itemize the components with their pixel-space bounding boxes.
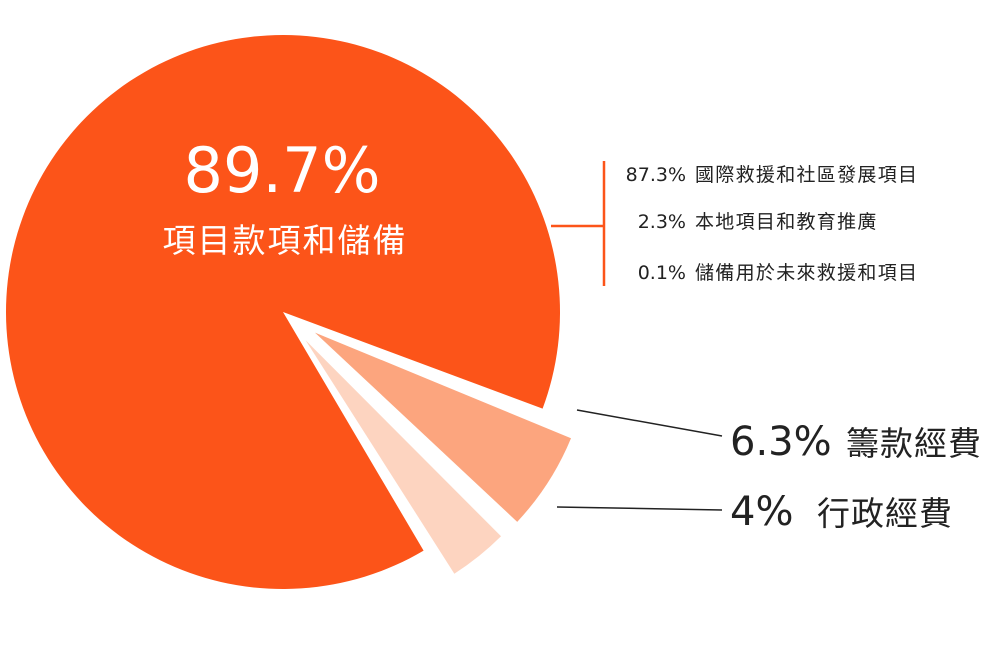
main-slice-name-label: 項目款項和儲備 (163, 221, 408, 260)
leader-line-admin (556, 506, 723, 511)
slice-label-fundraising-name: 籌款經費 (846, 424, 982, 463)
breakdown-item-label: 本地項目和教育推廣 (695, 211, 878, 233)
main-slice-percent-label: 89.7% (184, 134, 381, 207)
slice-program-and-reserve (5, 35, 560, 590)
breakdown-item-label: 儲備用於未來救援和項目 (695, 262, 918, 284)
breakdown-item-percent: 87.3% (626, 164, 686, 186)
breakdown-item-percent: 2.3% (638, 211, 686, 233)
breakdown-item-label: 國際救援和社區發展項目 (695, 164, 918, 186)
slice-label-fundraising-percent: 6.3% (730, 419, 832, 465)
slice-administration (305, 340, 502, 574)
leader-line-fundraising (576, 409, 723, 437)
breakdown-item-percent: 0.1% (638, 262, 686, 284)
slice-label-admin-name: 行政經費 (817, 494, 953, 533)
slice-fundraising (314, 332, 572, 522)
pie-slices (5, 35, 572, 590)
breakdown-list: 87.3% 國際救援和社區發展項目 2.3% 本地項目和教育推廣 0.1% 儲備… (626, 164, 918, 284)
slice-label-admin-percent: 4% (730, 489, 793, 535)
breakdown-connector (551, 161, 606, 286)
